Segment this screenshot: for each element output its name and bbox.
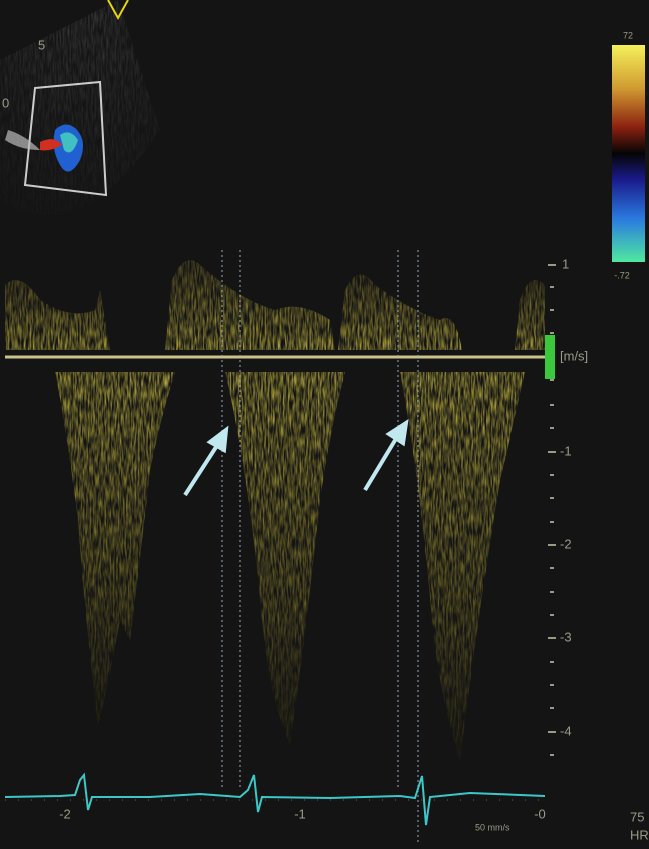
color-scale-min: -.72 <box>614 270 630 280</box>
color-scale-max: 72 <box>623 30 633 40</box>
depth-label: 5 <box>38 37 45 52</box>
heart-rate-value: 75 <box>630 809 644 824</box>
velocity-label: 1 <box>562 256 569 271</box>
velocity-label: -4 <box>560 723 572 738</box>
velocity-unit: [m/s] <box>560 348 588 363</box>
ultrasound-screen: 5 0 72 -.72 1 [m/s] -1 -2 -3 -4 <box>0 0 649 849</box>
time-label: -2 <box>59 806 71 821</box>
velocity-label: -2 <box>560 536 572 551</box>
velocity-label: -3 <box>560 629 572 644</box>
baseline-marker <box>545 335 555 379</box>
color-scale-bar <box>612 45 645 262</box>
sweep-speed: 50 mm/s <box>475 822 510 832</box>
velocity-label: -1 <box>560 443 572 458</box>
time-label: -0 <box>534 806 546 821</box>
heart-rate-label: HR <box>630 827 649 842</box>
depth-label: 0 <box>2 95 9 110</box>
time-label: -1 <box>294 806 306 821</box>
